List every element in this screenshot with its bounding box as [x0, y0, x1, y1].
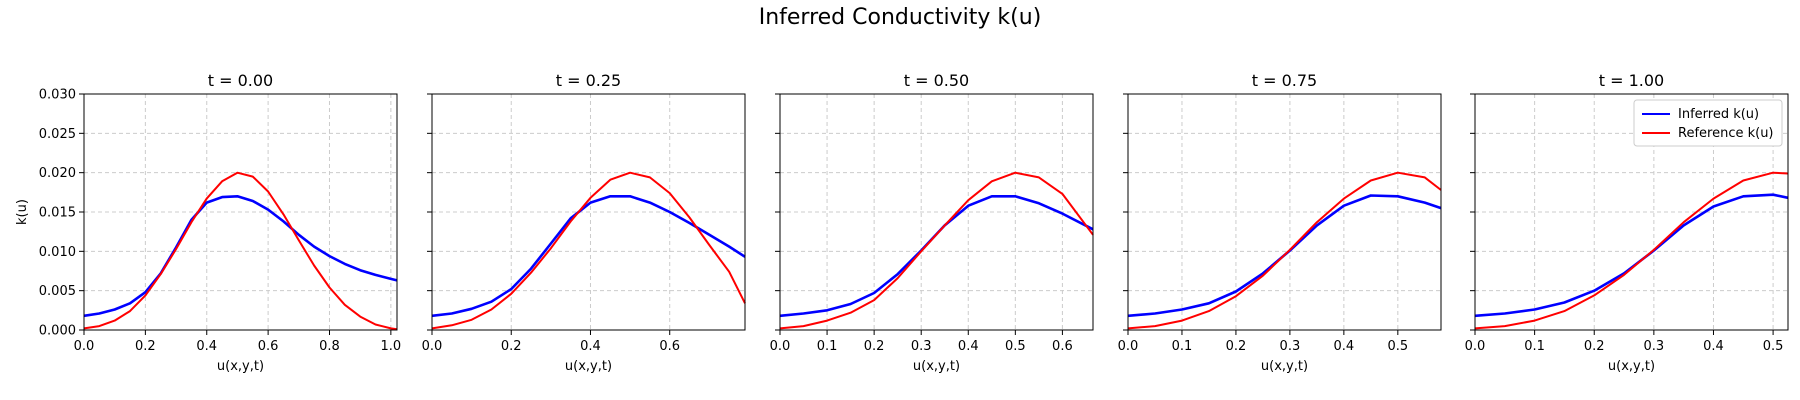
x-tick-label: 0.4 [580, 339, 601, 354]
x-tick-label: 0.4 [1703, 339, 1724, 354]
panel-title: t = 0.50 [904, 71, 969, 90]
x-tick-label: 0.2 [1584, 339, 1605, 354]
chart-panels: 0.0 0.2 0.4 0.6 0.8 1.0 0.000 0.005 0.010 0.015 0.… [15, 71, 1789, 374]
y-tick-label: 0.010 [39, 245, 76, 260]
panel-title: t = 0.00 [208, 71, 273, 90]
x-tick-label: 0.0 [1465, 339, 1486, 354]
x-tick-label: 0.2 [1226, 339, 1247, 354]
x-tick-label: 0.3 [1280, 339, 1301, 354]
panel-1: 0.0 0.2 0.4 0.6 t = 0.25 u(x,y,t) [422, 71, 746, 374]
x-axis-label: u(x,y,t) [1608, 359, 1655, 374]
panel-title: t = 0.25 [556, 71, 621, 90]
y-axis-label: k(u) [15, 199, 30, 225]
x-tick-label: 0.3 [911, 339, 932, 354]
x-tick-label: 0.2 [135, 339, 156, 354]
legend-inferred-label: Inferred k(u) [1678, 107, 1759, 122]
reference-series-line [1474, 171, 1789, 330]
x-tick-label: 0.6 [258, 339, 279, 354]
inferred-series-line [431, 195, 746, 318]
x-tick-label: 0.2 [501, 339, 522, 354]
axes-frame [1127, 93, 1442, 331]
axes-frame [779, 93, 1094, 331]
axes-frame [1474, 93, 1789, 331]
x-tick-label: 0.6 [659, 339, 680, 354]
x-tick-label: 0.1 [1172, 339, 1193, 354]
inferred-series-line [83, 195, 398, 318]
x-tick-label: 0.0 [770, 339, 791, 354]
x-tick-label: 0.0 [1118, 339, 1139, 354]
figure-title: Inferred Conductivity k(u) [759, 5, 1042, 30]
axes-frame [83, 93, 398, 331]
legend: Inferred k(u) Reference k(u) [1633, 99, 1783, 147]
x-tick-label: 0.6 [1052, 339, 1073, 354]
x-axis-label: u(x,y,t) [913, 359, 960, 374]
y-tick-label: 0.005 [39, 284, 76, 299]
y-tick-label: 0.030 [39, 88, 76, 103]
y-tick-label: 0.000 [39, 324, 76, 339]
x-tick-label: 0.5 [1005, 339, 1026, 354]
y-tick-label: 0.015 [39, 206, 76, 221]
reference-series-line [83, 171, 398, 331]
y-tick-label: 0.020 [39, 166, 76, 181]
y-tick-label: 0.025 [39, 127, 76, 142]
x-tick-label: 0.0 [422, 339, 443, 354]
legend-reference-label: Reference k(u) [1678, 126, 1774, 141]
panel-title: t = 0.75 [1252, 71, 1317, 90]
x-tick-label: 0.1 [817, 339, 838, 354]
legend-box [1633, 99, 1783, 147]
x-tick-label: 0.2 [864, 339, 885, 354]
reference-series-line [779, 171, 1094, 330]
x-tick-label: 0.4 [196, 339, 217, 354]
x-tick-label: 0.4 [958, 339, 979, 354]
panel-4: 0.0 0.1 0.2 0.3 0.4 0.5 t = 1.00 u(x,y,t) Inferr… [1465, 71, 1789, 374]
x-tick-label: 0.5 [1387, 339, 1408, 354]
x-tick-label: 1.0 [381, 339, 402, 354]
x-axis-label: u(x,y,t) [217, 359, 264, 374]
x-tick-label: 0.1 [1524, 339, 1545, 354]
panel-3: 0.0 0.1 0.2 0.3 0.4 0.5 t = 0.75 u(x,y,t) [1118, 71, 1442, 374]
x-tick-label: 0.3 [1644, 339, 1665, 354]
panel-title: t = 1.00 [1599, 71, 1664, 90]
reference-series-line [1127, 171, 1442, 330]
panel-2: 0.0 0.1 0.2 0.3 0.4 0.5 0.6 t = 0.50 u(x,y,t) [770, 71, 1094, 374]
inferred-series-line [1474, 193, 1789, 318]
panel-0: 0.0 0.2 0.4 0.6 0.8 1.0 0.000 0.005 0.010 0.015 0.… [15, 71, 401, 374]
x-tick-label: 0.5 [1763, 339, 1784, 354]
x-tick-label: 0.4 [1334, 339, 1355, 354]
x-tick-label: 0.8 [319, 339, 340, 354]
x-axis-label: u(x,y,t) [1261, 359, 1308, 374]
x-tick-label: 0.0 [74, 339, 95, 354]
x-axis-label: u(x,y,t) [565, 359, 612, 374]
axes-frame [431, 93, 746, 331]
reference-series-line [431, 171, 746, 330]
